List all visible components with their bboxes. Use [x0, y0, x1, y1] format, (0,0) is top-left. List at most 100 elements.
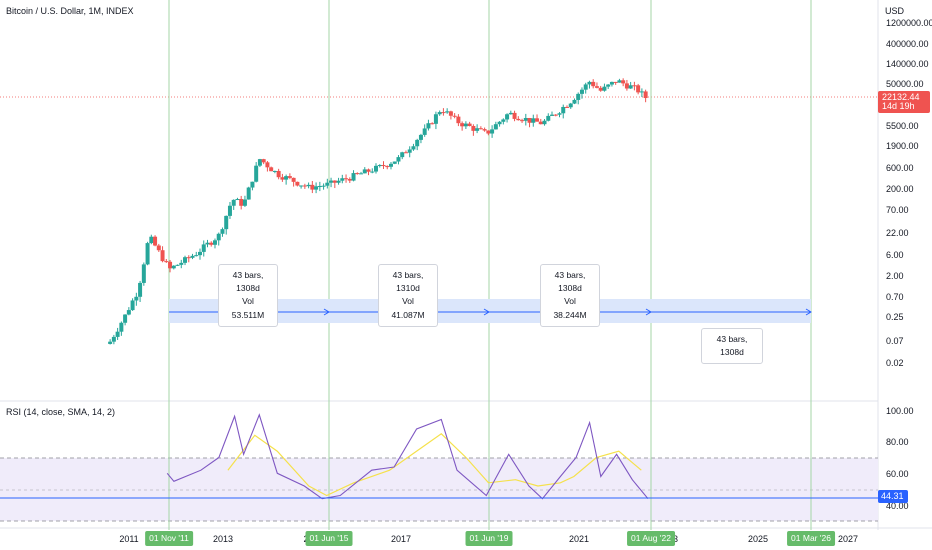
candle-body	[198, 251, 203, 256]
candle-body	[310, 184, 315, 190]
candle-body	[403, 152, 408, 154]
candle-body	[179, 262, 184, 265]
candle-body	[632, 85, 637, 87]
year-tick: 2017	[390, 534, 412, 544]
rsi-title[interactable]: RSI (14, close, SMA, 14, 2)	[6, 407, 116, 417]
year-tick: 2027	[837, 534, 859, 544]
candle-body	[119, 322, 124, 332]
candle-body	[265, 162, 270, 168]
candle-body	[175, 264, 180, 266]
range-label-1[interactable]: 43 bars, 1308d Vol 53.511M	[218, 264, 278, 327]
price-tick: 600.00	[886, 163, 914, 173]
candle-body	[557, 113, 562, 115]
price-tick: 0.02	[886, 358, 904, 368]
candle-body	[475, 128, 480, 131]
price-tick: 400000.00	[886, 39, 929, 49]
candle-body	[299, 185, 304, 187]
candle-body	[568, 103, 573, 108]
candle-body	[538, 121, 543, 125]
price-tick: 50000.00	[886, 79, 924, 89]
price-tick: 2.00	[886, 271, 904, 281]
candle-body	[497, 121, 502, 125]
candle-body	[594, 86, 599, 88]
candle-body	[220, 229, 225, 234]
candle-body	[452, 115, 457, 117]
candle-body	[156, 245, 161, 251]
candle-body	[624, 83, 629, 89]
candle-body	[370, 171, 375, 173]
candle-body	[287, 176, 292, 178]
candle-body	[164, 261, 169, 263]
range-arrow	[483, 308, 490, 316]
range-arrow	[645, 308, 652, 316]
candle-body	[606, 84, 611, 87]
year-tick: 2013	[212, 534, 234, 544]
candle-body	[422, 128, 427, 135]
candle-body	[340, 178, 345, 181]
price-tick: 0.07	[886, 336, 904, 346]
candle-body	[160, 250, 165, 262]
rsi-tick: 80.00	[886, 437, 909, 447]
candle-body	[609, 81, 614, 85]
candle-body	[261, 159, 266, 163]
bar-countdown: 14d 19h	[882, 101, 915, 112]
symbol-title[interactable]: Bitcoin / U.S. Dollar, 1M, INDEX	[6, 6, 134, 16]
candle-body	[448, 111, 453, 116]
candle-body	[516, 118, 521, 121]
price-tick: 5500.00	[886, 121, 919, 131]
range-label-3[interactable]: 43 bars, 1308d Vol 38.244M	[540, 264, 600, 327]
candle-body	[501, 119, 506, 122]
year-tick: 2025	[747, 534, 769, 544]
candle-body	[512, 112, 517, 119]
candle-body	[272, 170, 277, 172]
price-tick: 140000.00	[886, 59, 929, 69]
candle-body	[123, 314, 128, 323]
candle-body	[478, 128, 483, 130]
candle-body	[460, 123, 465, 127]
candle-body	[463, 123, 468, 127]
last-price-badge: 22132.44 14d 19h	[878, 91, 930, 113]
range-volume: Vol 41.087M	[391, 296, 425, 320]
candle-body	[602, 86, 607, 91]
candle-body	[216, 233, 221, 241]
candle-body	[246, 187, 251, 200]
candle-body	[433, 114, 438, 124]
candlestick-series	[108, 78, 648, 345]
candle-body	[344, 178, 349, 180]
candle-body	[108, 341, 113, 344]
date-marker-badge: 01 Aug '22	[627, 531, 675, 546]
candle-body	[194, 255, 199, 257]
range-arrows	[323, 308, 812, 316]
candle-body	[306, 184, 311, 187]
range-arrow	[805, 308, 812, 316]
candle-body	[400, 152, 405, 158]
candle-body	[456, 116, 461, 124]
candle-body	[377, 165, 382, 167]
candle-body	[546, 115, 551, 121]
candle-body	[242, 199, 247, 206]
candle-body	[231, 199, 236, 206]
range-label-4[interactable]: 43 bars, 1308d	[701, 328, 763, 365]
candle-body	[490, 129, 495, 134]
candle-body	[205, 242, 210, 245]
candle-body	[579, 89, 584, 94]
rsi-line	[166, 413, 649, 500]
rsi-tick: 60.00	[886, 469, 909, 479]
candle-body	[314, 186, 319, 190]
range-label-2[interactable]: 43 bars, 1310d Vol 41.087M	[378, 264, 438, 327]
candle-body	[587, 81, 592, 85]
range-arrow	[323, 308, 330, 316]
date-marker-badge: 01 Nov '11	[145, 531, 193, 546]
range-bars: 43 bars, 1310d	[392, 270, 424, 294]
candle-body	[628, 85, 633, 89]
date-marker-badge: 01 Jun '15	[305, 531, 353, 546]
candle-body	[111, 336, 116, 342]
candle-body	[302, 185, 307, 187]
currency-label: USD	[885, 6, 905, 16]
candle-body	[392, 161, 397, 164]
candle-body	[430, 123, 435, 125]
candle-body	[385, 166, 390, 168]
range-volume: Vol 53.511M	[231, 296, 265, 320]
candle-body	[374, 165, 379, 172]
